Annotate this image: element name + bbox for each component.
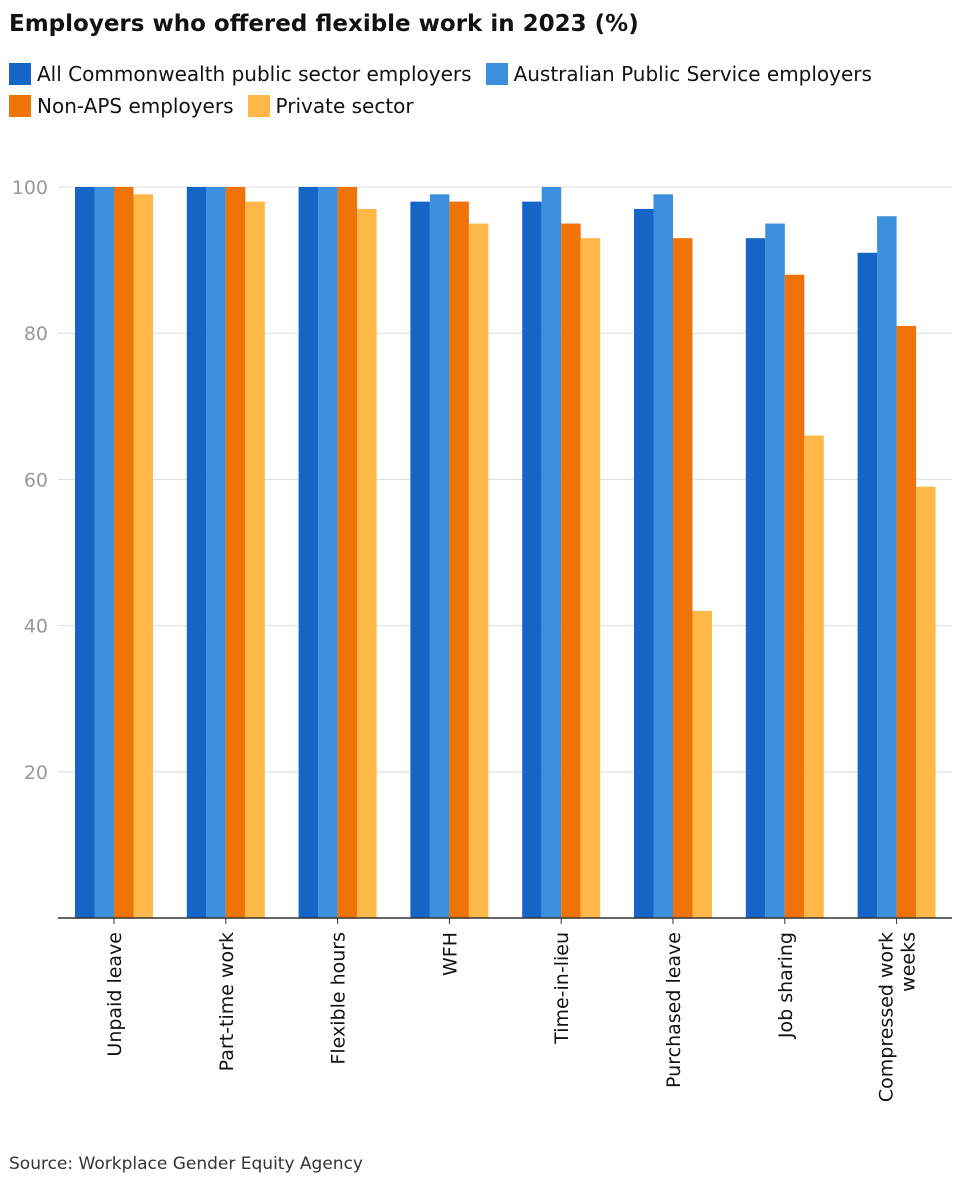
legend-swatch-all-commonwealth — [9, 63, 31, 85]
bar-4-2 — [561, 223, 581, 919]
bar-4-1 — [541, 187, 562, 918]
bar-1-0 — [186, 187, 207, 918]
bar-2-1 — [318, 187, 338, 918]
legend-label-aps: Australian Public Service employers — [513, 62, 872, 86]
legend-item-non-aps: Non-APS employers — [9, 94, 234, 118]
legend-label-non-aps: Non-APS employers — [37, 94, 234, 118]
x-tick-label-6: Job sharing — [775, 932, 797, 1039]
bar-3-3 — [468, 223, 489, 919]
bar-0-3 — [133, 194, 153, 918]
legend-label-private-sector: Private sector — [275, 94, 414, 118]
y-tick-label-60: 60 — [24, 469, 48, 491]
bar-3-1 — [429, 194, 450, 918]
x-tick-label-5: Purchased leave — [663, 932, 685, 1088]
legend: All Commonwealth public sector employers… — [9, 58, 949, 122]
bar-4-0 — [522, 201, 542, 918]
x-tick-label-0: Unpaid leave — [104, 932, 126, 1057]
legend-row-2: Non-APS employers Private sector — [9, 90, 949, 122]
bar-1-1 — [206, 187, 226, 918]
bar-0-0 — [75, 187, 95, 918]
bar-1-3 — [245, 201, 265, 918]
legend-item-all-commonwealth: All Commonwealth public sector employers — [9, 62, 472, 86]
y-tick-label-100: 100 — [12, 177, 48, 199]
bar-0-1 — [94, 187, 114, 918]
bar-3-2 — [449, 201, 469, 918]
bar-7-1 — [877, 216, 897, 919]
x-axis-ticks: Unpaid leave Part-time work Flexible hours… — [104, 918, 920, 1102]
bar-4-3 — [580, 238, 601, 919]
bar-7-0 — [857, 252, 878, 919]
legend-swatch-private-sector — [247, 95, 270, 117]
bar-0-2 — [114, 187, 134, 918]
bar-1-2 — [225, 187, 246, 918]
bar-6-2 — [784, 274, 805, 919]
y-tick-label-40: 40 — [24, 616, 48, 638]
legend-swatch-aps — [485, 63, 508, 85]
legend-row-1: All Commonwealth public sector employers… — [9, 58, 949, 90]
bar-6-3 — [804, 435, 824, 918]
x-tick-label-1: Part-time work — [216, 932, 238, 1071]
bar-6-0 — [745, 238, 766, 919]
x-tick-label-3: WFH — [439, 932, 461, 976]
bar-5-1 — [653, 194, 673, 918]
x-tick-label-4: Time-in-lieu — [551, 932, 573, 1045]
x-tick-label-2: Flexible hours — [328, 932, 350, 1065]
bar-5-0 — [634, 208, 654, 918]
bar-7-2 — [896, 325, 917, 918]
bar-7-3 — [916, 486, 936, 918]
legend-label-all-commonwealth: All Commonwealth public sector employers — [37, 62, 472, 86]
y-tick-label-20: 20 — [24, 762, 48, 784]
bar-5-3 — [692, 610, 712, 918]
legend-swatch-non-aps — [9, 95, 31, 117]
chart-title: Employers who offered flexible work in 2… — [9, 11, 639, 37]
legend-item-private-sector: Private sector — [247, 94, 414, 118]
bar-6-1 — [765, 223, 785, 919]
x-tick-label-7: Compressed workweeks — [876, 932, 920, 1102]
bar-2-0 — [298, 187, 319, 918]
bar-5-2 — [673, 238, 693, 919]
bar-3-0 — [410, 201, 430, 918]
bar-2-2 — [337, 187, 358, 918]
y-axis-ticks: 20 40 60 80 100 — [12, 177, 48, 784]
bar-2-3 — [357, 208, 377, 918]
legend-item-aps: Australian Public Service employers — [485, 62, 872, 86]
source-note: Source: Workplace Gender Equity Agency — [9, 1154, 363, 1174]
y-tick-label-80: 80 — [24, 323, 48, 345]
bars — [75, 187, 936, 919]
